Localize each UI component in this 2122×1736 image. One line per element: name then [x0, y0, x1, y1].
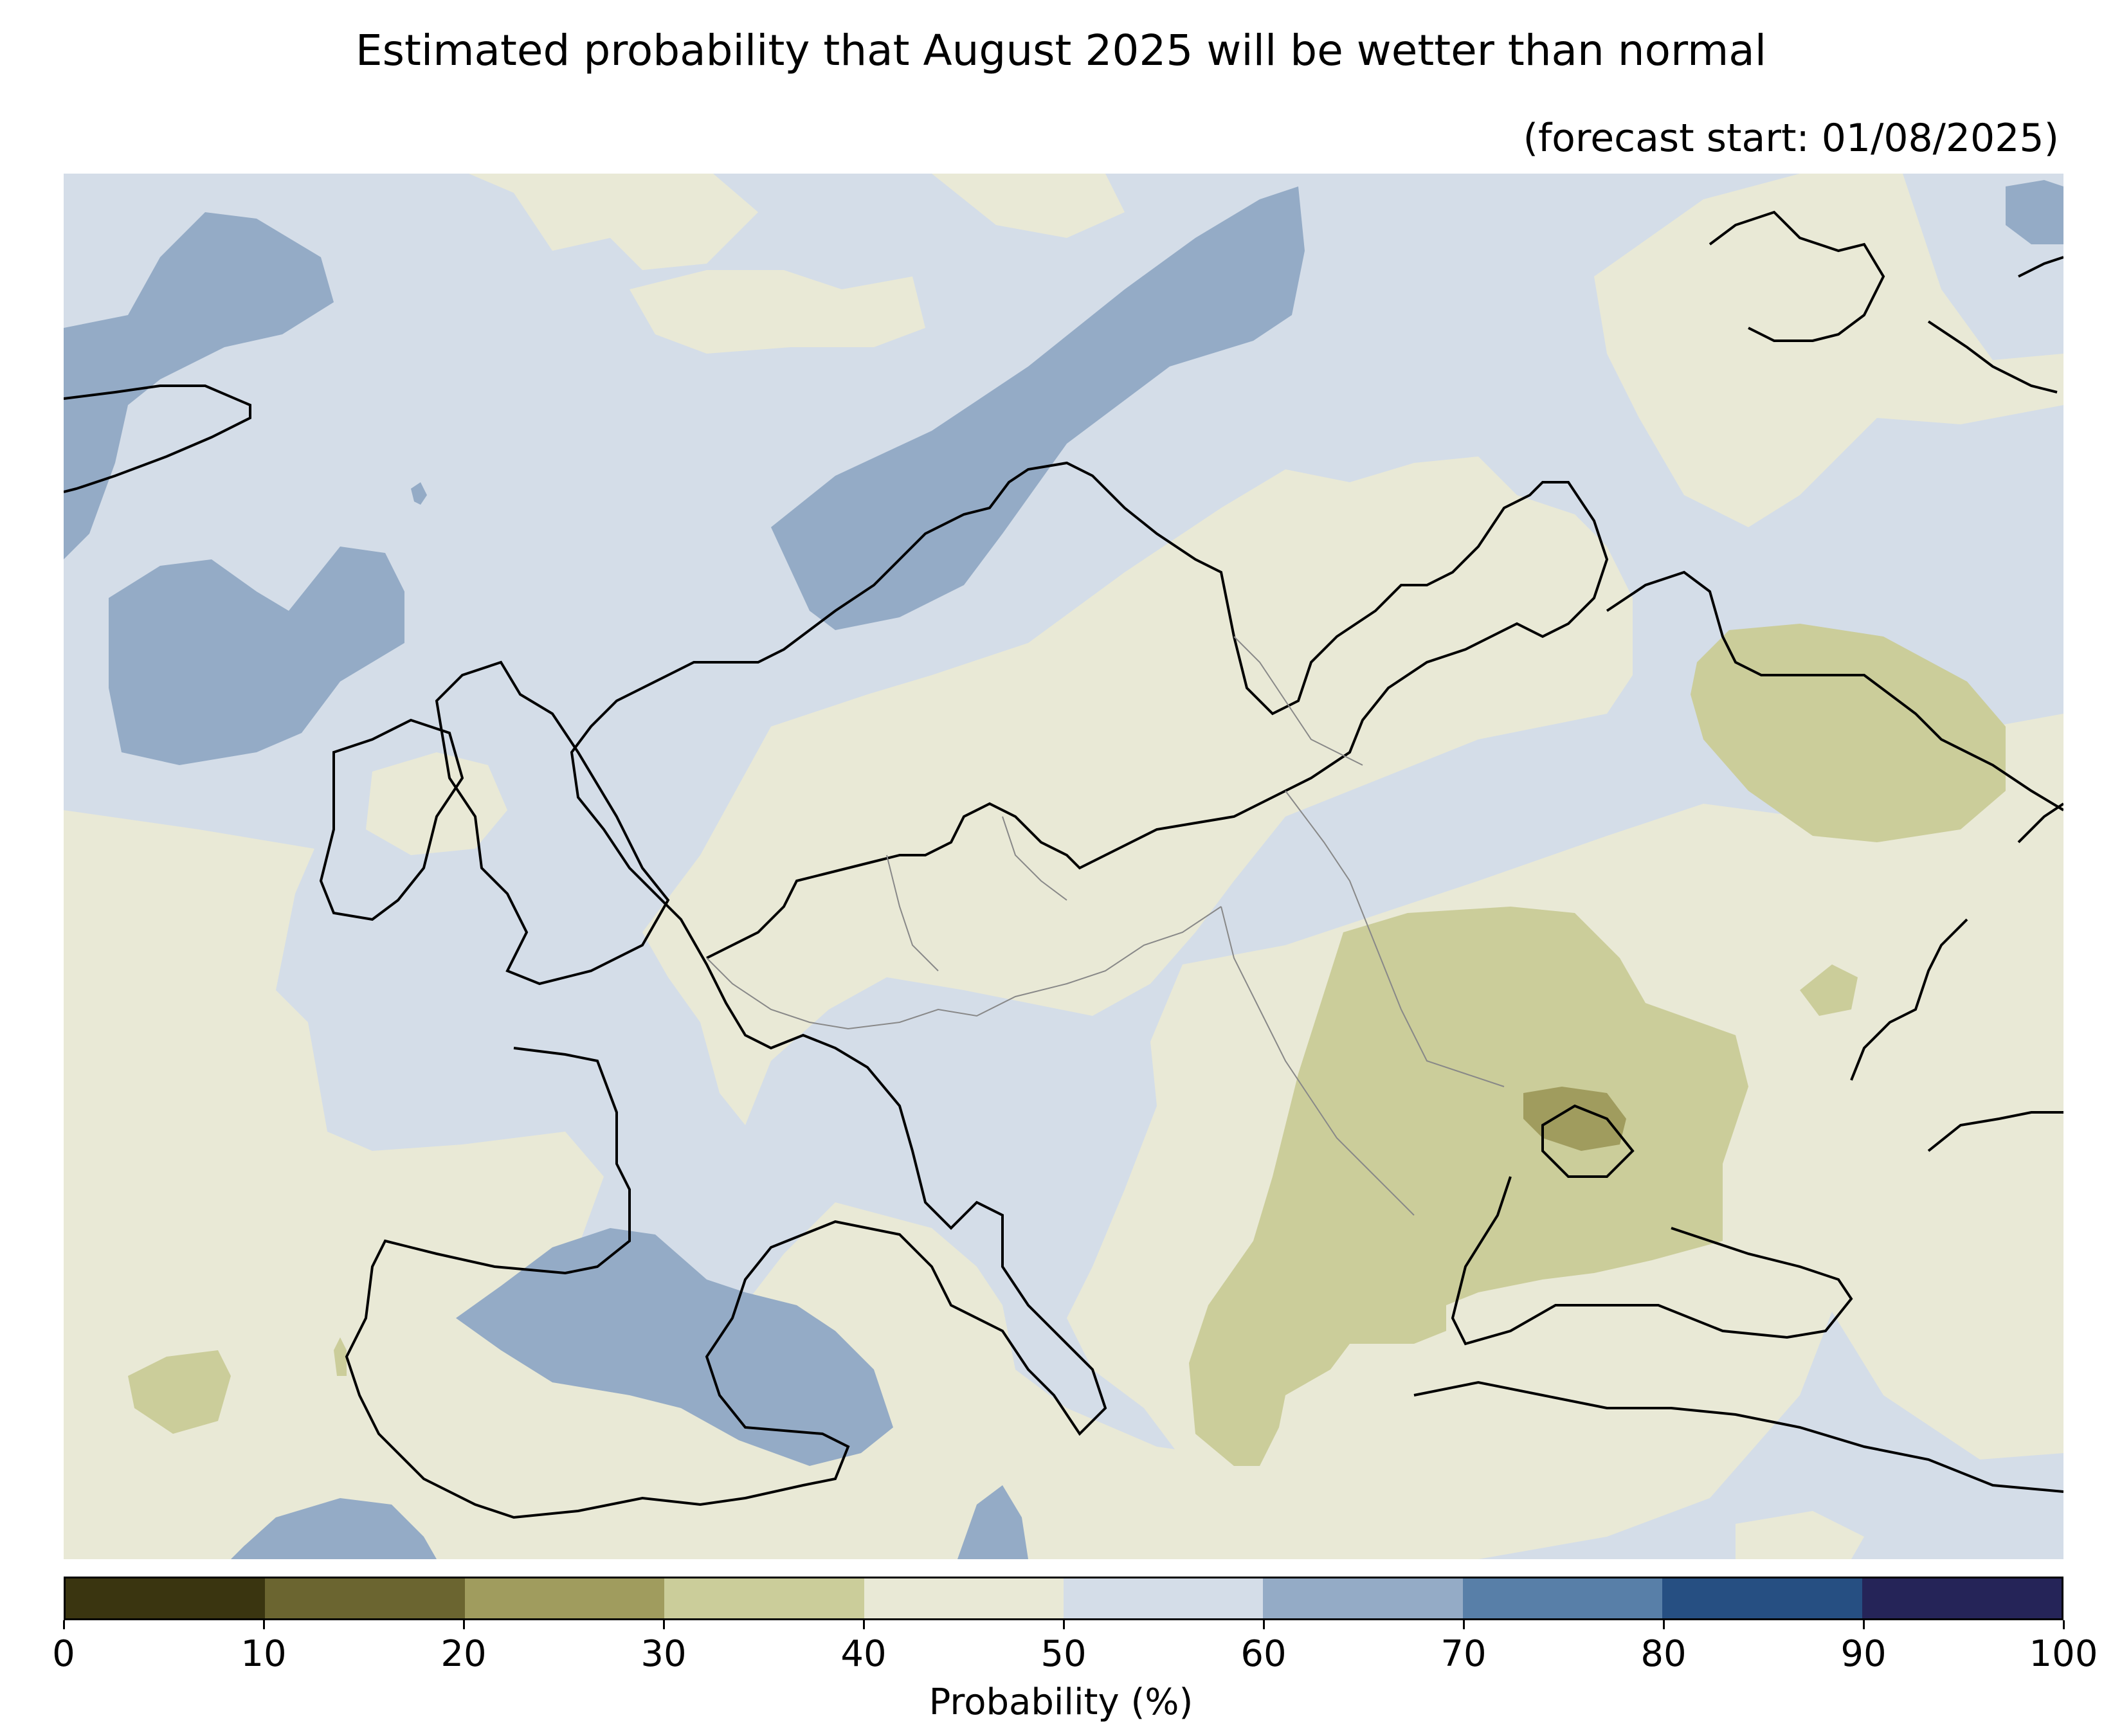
colorbar-segment-70-80 — [1462, 1578, 1663, 1618]
colorbar-tick-label: 100 — [2029, 1633, 2098, 1675]
colorbar-segment-20-30 — [464, 1578, 665, 1618]
colorbar-tick-label: 70 — [1440, 1633, 1487, 1675]
colorbar-segment-10-20 — [265, 1578, 465, 1618]
colorbar-tick-mark — [2062, 1620, 2065, 1629]
colorbar-tick-label: 0 — [52, 1633, 75, 1675]
colorbar-tick-mark — [462, 1620, 465, 1629]
colorbar-segment-0-10 — [66, 1578, 266, 1618]
colorbar-tick-label: 20 — [440, 1633, 487, 1675]
region-20-30 — [1523, 1087, 1626, 1151]
colorbar-tick-mark — [862, 1620, 865, 1629]
colorbar-tick-mark — [1062, 1620, 1065, 1629]
colorbar-tick-label: 50 — [1040, 1633, 1087, 1675]
colorbar-segment-90-100 — [1862, 1578, 2062, 1618]
colorbar-tick-label: 80 — [1640, 1633, 1687, 1675]
colorbar-tick-mark — [62, 1620, 65, 1629]
colorbar-tick-mark — [1662, 1620, 1665, 1629]
colorbar-tick-label: 40 — [840, 1633, 887, 1675]
colorbar-tick-mark — [662, 1620, 665, 1629]
forecast-start-label: (forecast start: 01/08/2025) — [1523, 116, 2059, 161]
colorbar-segment-40-50 — [864, 1578, 1064, 1618]
colorbar-tick-label: 10 — [240, 1633, 287, 1675]
colorbar — [64, 1577, 2063, 1620]
coastlines — [64, 210, 2063, 1519]
country-borders — [706, 636, 1505, 1216]
colorbar-segment-30-40 — [664, 1578, 864, 1618]
colorbar-tick-mark — [262, 1620, 265, 1629]
colorbar-tick-label: 60 — [1240, 1633, 1287, 1675]
colorbar-tick-mark — [1262, 1620, 1265, 1629]
colorbar-segment-60-70 — [1263, 1578, 1463, 1618]
colorbar-label: Probability (%) — [929, 1681, 1193, 1723]
colorbar-tick-label: 90 — [1840, 1633, 1887, 1675]
colorbar-tick-mark — [1862, 1620, 1865, 1629]
chart-title: Estimated probability that August 2025 w… — [355, 26, 1767, 75]
colorbar-segment-80-90 — [1662, 1578, 1862, 1618]
colorbar-tick-label: 30 — [640, 1633, 687, 1675]
region-60-70 — [64, 180, 2063, 1559]
region-30-40 — [128, 624, 2006, 1466]
colorbar-segment-50-60 — [1064, 1578, 1264, 1618]
colorbar-tick-mark — [1462, 1620, 1465, 1629]
probability-map — [64, 174, 2063, 1559]
